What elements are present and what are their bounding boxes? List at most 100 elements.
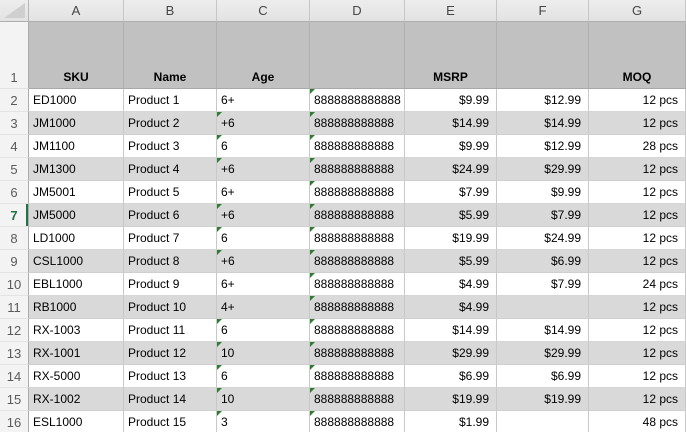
cell-f-6[interactable]: $9.99	[497, 181, 589, 204]
cell-name-14[interactable]: Product 13	[124, 365, 217, 388]
cell-sku-5[interactable]: JM1300	[29, 158, 124, 181]
cell-f-9[interactable]: $6.99	[497, 250, 589, 273]
cell-d-4[interactable]: 888888888888	[310, 135, 405, 158]
cell-msrp-4[interactable]: $9.99	[405, 135, 497, 158]
cell-name-2[interactable]: Product 1	[124, 89, 217, 112]
cell-sku-2[interactable]: ED1000	[29, 89, 124, 112]
cell-sku-13[interactable]: RX-1001	[29, 342, 124, 365]
cell-sku-3[interactable]: JM1000	[29, 112, 124, 135]
cell-moq-14[interactable]: 12 pcs	[589, 365, 686, 388]
cell-age-16[interactable]: 3	[217, 411, 310, 432]
cell-age-7[interactable]: +6	[217, 204, 310, 227]
cell-f-16[interactable]	[497, 411, 589, 432]
cell-msrp-10[interactable]: $4.99	[405, 273, 497, 296]
cell-d-7[interactable]: 888888888888	[310, 204, 405, 227]
select-all-button[interactable]	[0, 0, 29, 22]
cell-age-5[interactable]: +6	[217, 158, 310, 181]
column-header-f[interactable]: F	[497, 0, 589, 22]
cell-sku-9[interactable]: CSL1000	[29, 250, 124, 273]
cell-g1[interactable]: MOQ	[589, 22, 686, 89]
cell-moq-10[interactable]: 24 pcs	[589, 273, 686, 296]
cell-age-4[interactable]: 6	[217, 135, 310, 158]
row-header-12[interactable]: 12	[0, 319, 29, 342]
cell-sku-15[interactable]: RX-1002	[29, 388, 124, 411]
cell-age-14[interactable]: 6	[217, 365, 310, 388]
cell-d-14[interactable]: 888888888888	[310, 365, 405, 388]
cell-moq-6[interactable]: 12 pcs	[589, 181, 686, 204]
cell-msrp-13[interactable]: $29.99	[405, 342, 497, 365]
cell-name-15[interactable]: Product 14	[124, 388, 217, 411]
row-header-14[interactable]: 14	[0, 365, 29, 388]
row-header-16[interactable]: 16	[0, 411, 29, 432]
row-header-4[interactable]: 4	[0, 135, 29, 158]
cell-msrp-8[interactable]: $19.99	[405, 227, 497, 250]
cell-d-11[interactable]: 888888888888	[310, 296, 405, 319]
cell-moq-3[interactable]: 12 pcs	[589, 112, 686, 135]
row-header-1[interactable]: 1	[0, 22, 29, 89]
row-header-8[interactable]: 8	[0, 227, 29, 250]
cell-age-2[interactable]: 6+	[217, 89, 310, 112]
column-header-b[interactable]: B	[124, 0, 217, 22]
row-header-10[interactable]: 10	[0, 273, 29, 296]
cell-d-10[interactable]: 888888888888	[310, 273, 405, 296]
cell-age-12[interactable]: 6	[217, 319, 310, 342]
cell-name-4[interactable]: Product 3	[124, 135, 217, 158]
cell-name-12[interactable]: Product 11	[124, 319, 217, 342]
cell-age-10[interactable]: 6+	[217, 273, 310, 296]
cell-d-15[interactable]: 888888888888	[310, 388, 405, 411]
cell-moq-12[interactable]: 12 pcs	[589, 319, 686, 342]
cell-f-11[interactable]	[497, 296, 589, 319]
row-header-3[interactable]: 3	[0, 112, 29, 135]
row-header-6[interactable]: 6	[0, 181, 29, 204]
cell-d-13[interactable]: 888888888888	[310, 342, 405, 365]
row-header-9[interactable]: 9	[0, 250, 29, 273]
cell-age-11[interactable]: 4+	[217, 296, 310, 319]
cell-f-12[interactable]: $14.99	[497, 319, 589, 342]
cell-sku-8[interactable]: LD1000	[29, 227, 124, 250]
column-header-e[interactable]: E	[405, 0, 497, 22]
cell-sku-10[interactable]: EBL1000	[29, 273, 124, 296]
cell-moq-16[interactable]: 48 pcs	[589, 411, 686, 432]
row-header-2[interactable]: 2	[0, 89, 29, 112]
cell-moq-15[interactable]: 12 pcs	[589, 388, 686, 411]
cell-msrp-14[interactable]: $6.99	[405, 365, 497, 388]
cell-sku-16[interactable]: ESL1000	[29, 411, 124, 432]
column-header-a[interactable]: A	[29, 0, 124, 22]
cell-f-4[interactable]: $12.99	[497, 135, 589, 158]
cell-moq-8[interactable]: 12 pcs	[589, 227, 686, 250]
cell-msrp-9[interactable]: $5.99	[405, 250, 497, 273]
cell-name-8[interactable]: Product 7	[124, 227, 217, 250]
cell-moq-9[interactable]: 12 pcs	[589, 250, 686, 273]
cell-msrp-6[interactable]: $7.99	[405, 181, 497, 204]
cell-moq-11[interactable]: 12 pcs	[589, 296, 686, 319]
cell-msrp-7[interactable]: $5.99	[405, 204, 497, 227]
cell-msrp-11[interactable]: $4.99	[405, 296, 497, 319]
cell-msrp-16[interactable]: $1.99	[405, 411, 497, 432]
cell-d-9[interactable]: 888888888888	[310, 250, 405, 273]
cell-name-3[interactable]: Product 2	[124, 112, 217, 135]
cell-d-8[interactable]: 888888888888	[310, 227, 405, 250]
cell-age-13[interactable]: 10	[217, 342, 310, 365]
cell-moq-7[interactable]: 12 pcs	[589, 204, 686, 227]
cell-d-12[interactable]: 888888888888	[310, 319, 405, 342]
cell-name-6[interactable]: Product 5	[124, 181, 217, 204]
cell-a1[interactable]: SKU	[29, 22, 124, 89]
cell-msrp-5[interactable]: $24.99	[405, 158, 497, 181]
cell-f-10[interactable]: $7.99	[497, 273, 589, 296]
cell-e1[interactable]: MSRP	[405, 22, 497, 89]
cell-f-14[interactable]: $6.99	[497, 365, 589, 388]
cell-name-10[interactable]: Product 9	[124, 273, 217, 296]
cell-d-6[interactable]: 888888888888	[310, 181, 405, 204]
cell-name-11[interactable]: Product 10	[124, 296, 217, 319]
cell-d-3[interactable]: 888888888888	[310, 112, 405, 135]
cell-f-3[interactable]: $14.99	[497, 112, 589, 135]
cell-f-15[interactable]: $19.99	[497, 388, 589, 411]
cell-f-7[interactable]: $7.99	[497, 204, 589, 227]
cell-msrp-12[interactable]: $14.99	[405, 319, 497, 342]
cell-sku-12[interactable]: RX-1003	[29, 319, 124, 342]
row-header-13[interactable]: 13	[0, 342, 29, 365]
cell-f1[interactable]	[497, 22, 589, 89]
cell-name-5[interactable]: Product 4	[124, 158, 217, 181]
row-header-5[interactable]: 5	[0, 158, 29, 181]
cell-sku-4[interactable]: JM1100	[29, 135, 124, 158]
